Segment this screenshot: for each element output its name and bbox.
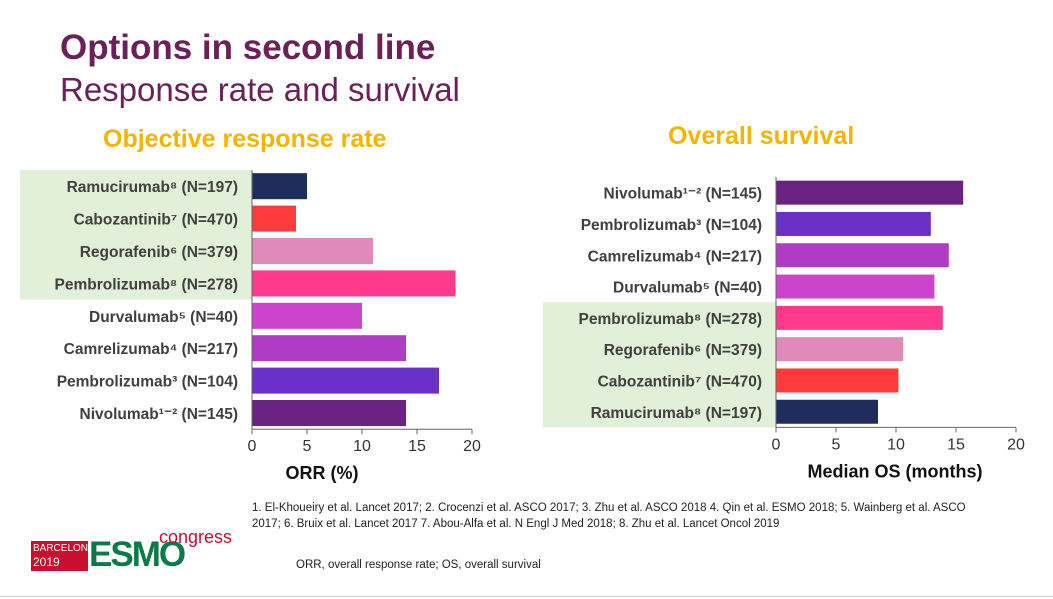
category-label: Durvalumab⁵ (N=40) bbox=[89, 309, 238, 326]
x-tick-label: 5 bbox=[303, 438, 312, 455]
bar bbox=[252, 400, 406, 426]
bar bbox=[776, 211, 931, 236]
logo-city: BARCELONA bbox=[33, 543, 95, 554]
bar bbox=[252, 367, 439, 394]
bar bbox=[776, 305, 943, 330]
bar bbox=[776, 180, 964, 205]
category-label: Nivolumab¹⁻² (N=145) bbox=[80, 406, 238, 423]
logo-congress: congress bbox=[159, 527, 233, 547]
x-tick-label: 20 bbox=[1007, 436, 1025, 453]
category-label: Regorafenib⁶ (N=379) bbox=[604, 342, 762, 359]
logo-brand: ESMO bbox=[89, 535, 186, 574]
category-label: Pembrolizumab⁸ (N=278) bbox=[55, 276, 238, 293]
logo-red-box bbox=[31, 541, 88, 571]
category-label: Ramucirumab⁸ (N=197) bbox=[67, 179, 238, 196]
bar bbox=[776, 337, 904, 362]
x-tick-label: 5 bbox=[832, 436, 841, 453]
category-label: Cabozantinib⁷ (N=470) bbox=[598, 373, 762, 390]
category-label: Ramucirumab⁸ (N=197) bbox=[591, 405, 762, 422]
bar bbox=[776, 399, 878, 424]
slide-title: Options in second line bbox=[60, 28, 436, 67]
x-tick-label: 20 bbox=[463, 438, 481, 455]
slide-subtitle: Response rate and survival bbox=[60, 71, 460, 108]
bar bbox=[252, 205, 296, 232]
highlight-band bbox=[20, 170, 252, 300]
bar bbox=[252, 173, 307, 200]
category-label: Pembrolizumab³ (N=104) bbox=[581, 217, 762, 234]
x-tick-label: 10 bbox=[353, 438, 371, 455]
x-axis-title: ORR (%) bbox=[286, 463, 359, 483]
x-tick-label: 10 bbox=[887, 436, 905, 453]
category-label: Camrelizumab⁴ (N=217) bbox=[588, 248, 762, 265]
x-axis-title: Median OS (months) bbox=[808, 461, 983, 481]
bar bbox=[252, 270, 456, 297]
category-label: Pembrolizumab³ (N=104) bbox=[57, 374, 238, 391]
bar bbox=[776, 368, 899, 393]
highlight-band bbox=[543, 302, 776, 428]
bar bbox=[252, 302, 362, 329]
category-label: Cabozantinib⁷ (N=470) bbox=[74, 212, 238, 229]
x-tick-label: 15 bbox=[408, 438, 426, 455]
x-tick-label: 15 bbox=[947, 436, 965, 453]
bottom-divider bbox=[0, 596, 1053, 597]
bar bbox=[252, 238, 373, 264]
x-tick-label: 0 bbox=[772, 436, 781, 453]
esmo-congress-logo: BARCELONA 2019 ESMO congress bbox=[31, 527, 233, 577]
category-label: Nivolumab¹⁻² (N=145) bbox=[604, 186, 762, 203]
bar bbox=[252, 335, 406, 362]
orr-chart-title: Objective response rate bbox=[103, 125, 387, 153]
os-chart-title: Overall survival bbox=[668, 122, 855, 150]
bar bbox=[776, 243, 949, 268]
abbreviations-note: ORR, overall response rate; OS, overall … bbox=[296, 559, 541, 571]
category-label: Pembrolizumab⁸ (N=278) bbox=[579, 311, 762, 328]
references-footnote: 1. El-Khoueiry et al. Lancet 2017; 2. Cr… bbox=[252, 502, 966, 530]
category-label: Durvalumab⁵ (N=40) bbox=[613, 280, 762, 297]
category-label: Camrelizumab⁴ (N=217) bbox=[64, 341, 238, 358]
category-label: Regorafenib⁶ (N=379) bbox=[80, 244, 238, 261]
x-tick-label: 0 bbox=[248, 438, 257, 455]
bar bbox=[776, 274, 935, 299]
logo-year: 2019 bbox=[33, 555, 60, 569]
